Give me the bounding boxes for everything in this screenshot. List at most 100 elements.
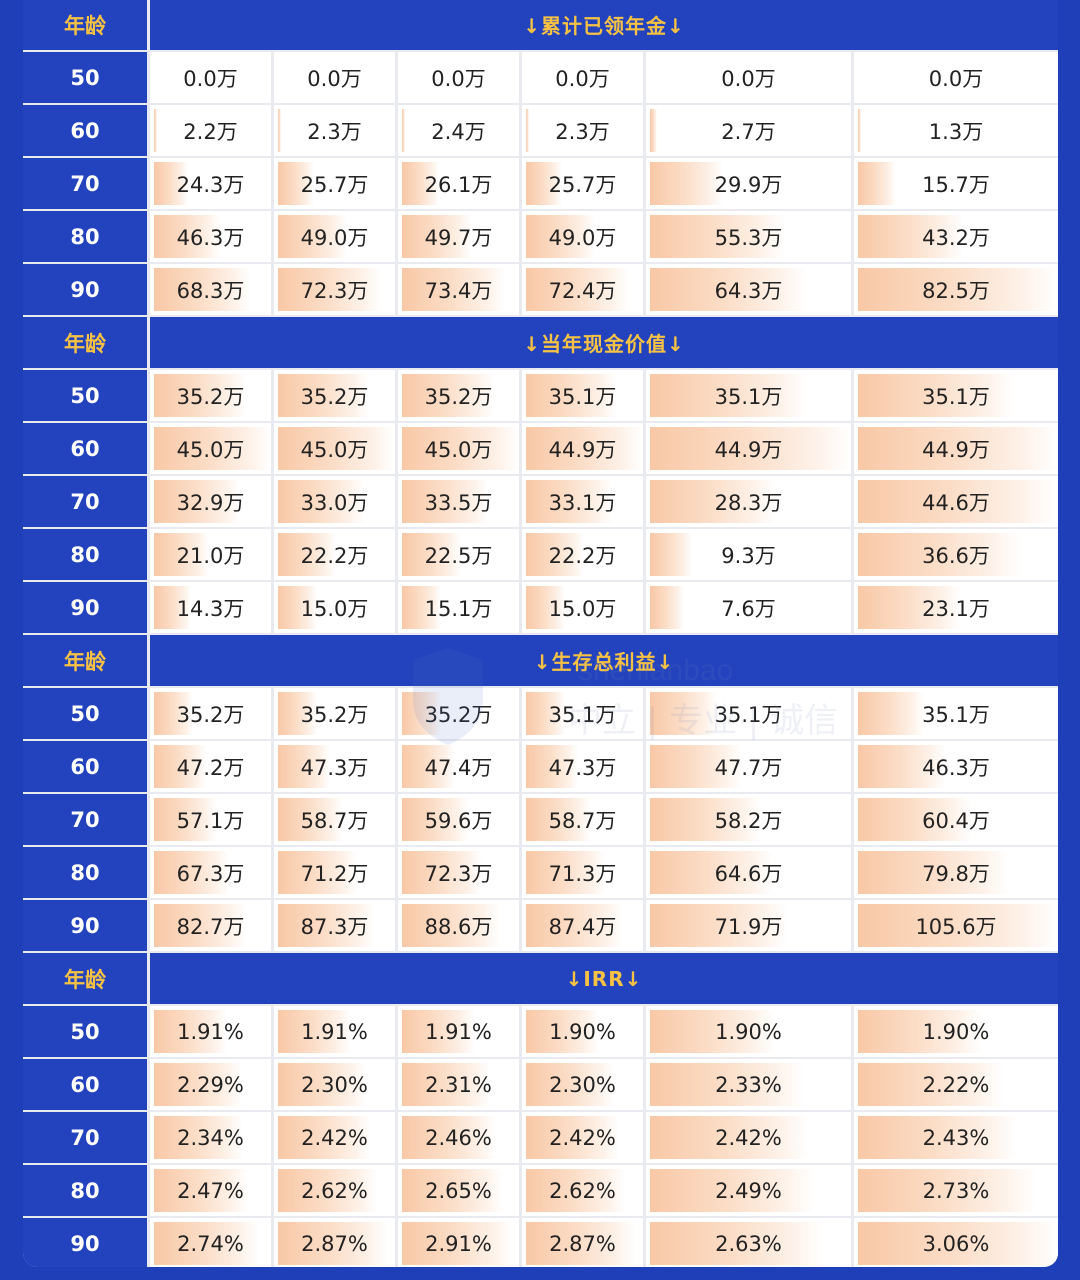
age-label: 70 [23,794,147,845]
table-cell: 2.34% [150,1112,271,1163]
table-cell: 45.0万 [398,423,519,474]
cell-value: 2.3万 [307,119,362,144]
table-cell: 0.0万 [398,52,519,103]
cell-value: 2.42% [549,1125,616,1150]
table-cell: 3.06% [854,1218,1058,1267]
cell-value: 2.4万 [431,119,486,144]
table-row: 90 2.74% 2.87% 2.91% 2.87% 2.63% 3.06% [23,1218,1058,1267]
table-cell: 87.3万 [274,900,395,951]
table-cell: 1.90% [522,1006,643,1057]
cell-value: 2.2万 [183,119,238,144]
cell-value: 35.2万 [176,384,245,409]
value-bar [402,533,461,576]
table-cell: 49.7万 [398,211,519,262]
value-bar [526,109,530,152]
table-cell: 21.0万 [150,529,271,580]
table-row: 60 2.2万 2.3万 2.4万 2.3万 2.7万 1.3万 [23,105,1058,156]
age-column-header: 年龄 [23,635,147,686]
table-cell: 2.3万 [522,105,643,156]
cell-value: 59.6万 [424,808,493,833]
value-bar [402,904,501,947]
cell-value: 73.4万 [424,278,493,303]
value-bar [858,745,946,788]
value-bar [858,162,897,205]
cell-value: 35.1万 [922,702,990,727]
cell-value: 71.2万 [300,861,369,886]
value-bar [858,692,925,735]
value-bar [858,1222,1058,1265]
section-title: ↓累计已领年金↓ [150,0,1058,50]
table-cell: 87.4万 [522,900,643,951]
age-label: 70 [23,158,147,209]
cell-value: 29.9万 [714,172,783,197]
value-bar [402,1116,497,1159]
value-bar [278,1010,352,1053]
value-bar [858,586,961,629]
cell-value: 22.2万 [548,543,617,568]
cell-value: 0.0万 [183,66,238,91]
table-cell: 45.0万 [274,423,395,474]
cell-value: 1.90% [922,1019,990,1044]
table-cell: 44.9万 [522,423,643,474]
table-row: 90 68.3万 72.3万 73.4万 72.4万 64.3万 82.5万 [23,264,1058,315]
cell-value: 2.29% [177,1072,244,1097]
value-bar [526,268,629,311]
table-row: 60 2.29% 2.30% 2.31% 2.30% 2.33% 2.22% [23,1059,1058,1110]
age-label: 90 [23,1218,147,1267]
age-label: 80 [23,847,147,898]
age-label: 60 [23,105,147,156]
value-bar [154,692,193,735]
cell-value: 24.3万 [176,172,245,197]
table-cell: 2.91% [398,1218,519,1267]
age-label: 50 [23,688,147,739]
cell-value: 2.87% [549,1231,616,1256]
table-row: 80 21.0万 22.2万 22.5万 22.2万 9.3万 36.6万 [23,529,1058,580]
cell-value: 47.3万 [548,755,617,780]
cell-value: 35.1万 [922,384,990,409]
table-cell: 44.6万 [854,476,1058,527]
value-bar [154,1222,259,1265]
value-bar [858,480,1057,523]
table-row: 70 2.34% 2.42% 2.46% 2.42% 2.42% 2.43% [23,1112,1058,1163]
value-bar [858,1169,1037,1212]
value-bar [402,374,494,417]
table-cell: 67.3万 [150,847,271,898]
value-bar [650,692,717,735]
table-cell: 36.6万 [854,529,1058,580]
cell-value: 35.2万 [424,384,493,409]
cell-value: 35.1万 [548,702,617,727]
table-cell: 72.4万 [522,264,643,315]
cell-value: 44.6万 [922,490,990,515]
value-bar [154,480,240,523]
value-bar [402,109,406,152]
value-bar [650,1116,809,1159]
age-label: 60 [23,1059,147,1110]
cell-value: 2.63% [715,1231,782,1256]
cell-value: 0.0万 [307,66,362,91]
table-cell: 60.4万 [854,794,1058,845]
section-header: 年龄 ↓IRR↓ [23,953,1058,1004]
cell-value: 49.0万 [548,225,617,250]
table-cell: 35.1万 [522,688,643,739]
cell-value: 1.91% [177,1019,244,1044]
table-cell: 46.3万 [854,741,1058,792]
cell-value: 2.87% [301,1231,368,1256]
cell-value: 58.7万 [548,808,617,833]
table-cell: 2.65% [398,1165,519,1216]
table-cell: 35.1万 [522,370,643,421]
value-bar [858,533,1021,576]
table-cell: 57.1万 [150,794,271,845]
value-bar [402,745,455,788]
age-column-header: 年龄 [23,317,147,368]
table-cell: 1.91% [274,1006,395,1057]
cell-value: 23.1万 [922,596,990,621]
cell-value: 67.3万 [176,861,245,886]
table-cell: 2.87% [274,1218,395,1267]
value-bar [526,1063,614,1106]
table-cell: 58.2万 [646,794,851,845]
table-cell: 35.2万 [150,688,271,739]
cell-value: 35.1万 [714,384,783,409]
value-bar [526,586,565,629]
value-bar [278,427,395,470]
age-label: 60 [23,741,147,792]
